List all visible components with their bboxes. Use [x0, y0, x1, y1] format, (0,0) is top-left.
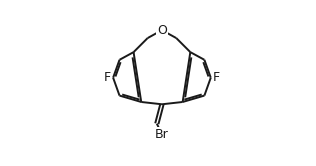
Text: O: O [157, 24, 167, 37]
Text: F: F [104, 71, 111, 84]
Text: Br: Br [155, 128, 169, 141]
Text: F: F [213, 71, 220, 84]
